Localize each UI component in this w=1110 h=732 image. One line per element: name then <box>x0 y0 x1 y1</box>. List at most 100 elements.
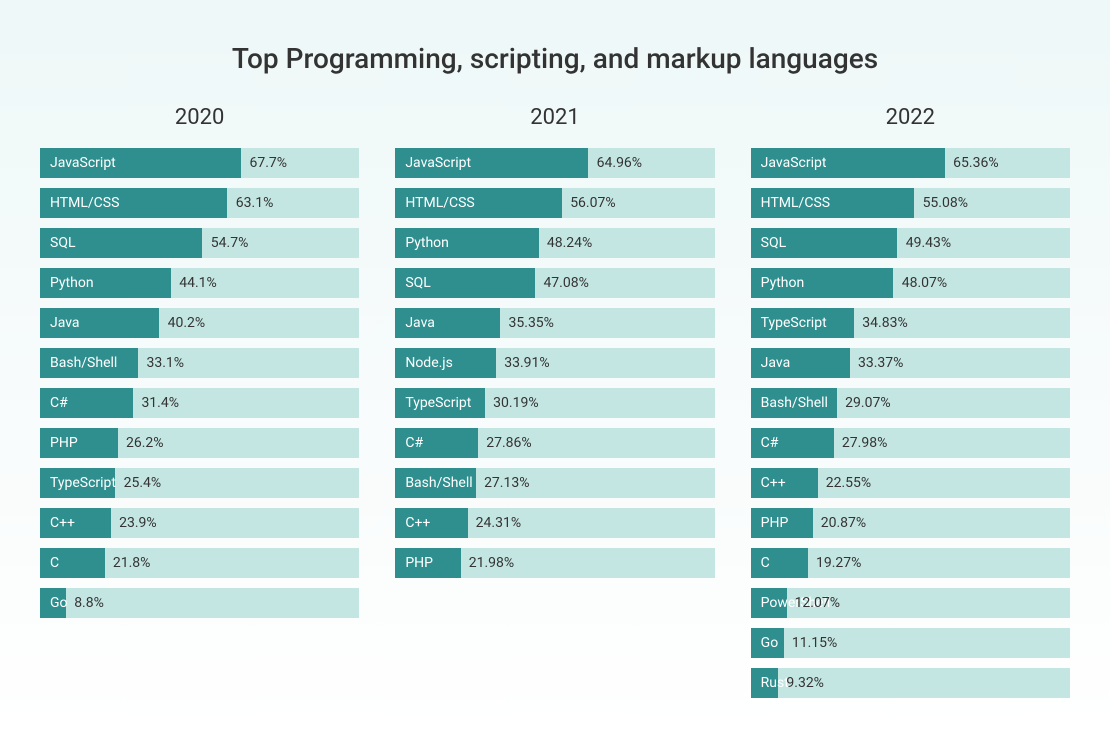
bar-row: Bash/Shell 29.07% <box>751 388 1070 418</box>
bar-label: C <box>761 555 770 571</box>
bar-label: Python <box>50 275 94 291</box>
bar-value: 31.4% <box>141 395 179 411</box>
bar-label: SQL <box>50 235 75 251</box>
bar-row: C 21.8% <box>40 548 359 578</box>
bar-row: TypeScript25.4% <box>40 468 359 498</box>
bar-row: TypeScript34.83% <box>751 308 1070 338</box>
bar-label: SQL <box>761 235 786 251</box>
bar-value: 33.91% <box>504 355 549 371</box>
bar-label: SQL <box>405 275 430 291</box>
year-column: 2021 JavaScript64.96% HTML/CSS 56.07% Python… <box>395 105 714 708</box>
bar-label: Bash/Shell <box>50 355 117 371</box>
bar-label: C# <box>50 395 68 411</box>
bar-label: HTML/CSS <box>761 195 830 211</box>
bar-value: 40.2% <box>168 315 206 331</box>
bar-value: 27.86% <box>486 435 531 451</box>
bar-row: PHP21.98% <box>395 548 714 578</box>
bar-value: 49.43% <box>906 235 951 251</box>
bar-value: 12.07% <box>795 595 840 611</box>
bar-label: PHP <box>50 435 78 451</box>
bar-row: C# 31.4% <box>40 388 359 418</box>
bar-row: Python48.07% <box>751 268 1070 298</box>
bar-label: C# <box>405 435 423 451</box>
bar-row: JavaScript64.96% <box>395 148 714 178</box>
bar-value: 21.98% <box>469 555 514 571</box>
bar-row: C# 27.98% <box>751 428 1070 458</box>
bar-label: HTML/CSS <box>405 195 474 211</box>
bar-value: 30.19% <box>493 395 538 411</box>
bar-label: Go <box>761 635 779 651</box>
bar-value: 8.8% <box>74 595 104 611</box>
year-heading: 2020 <box>40 105 359 130</box>
columns-container: 2020 JavaScript 67.7% HTML/CSS 63.1% SQL 54.7%… <box>0 105 1110 708</box>
bar-row: PHP 26.2% <box>40 428 359 458</box>
year-column: 2022JavaScript65.36%HTML/CSS55.08%SQL49.… <box>751 105 1070 708</box>
bar-row: HTML/CSS 63.1% <box>40 188 359 218</box>
bar-row: JavaScript 67.7% <box>40 148 359 178</box>
bar-row: JavaScript65.36% <box>751 148 1070 178</box>
bar-row: Python48.24% <box>395 228 714 258</box>
bar-label: Java <box>50 315 80 331</box>
bar-value: 22.55% <box>826 475 871 491</box>
bar-row: Node.js 33.91% <box>395 348 714 378</box>
bar-value: 44.1% <box>179 275 217 291</box>
bar-label: Python <box>761 275 805 291</box>
bar-value: 24.31% <box>476 515 521 531</box>
bar-value: 48.24% <box>547 235 592 251</box>
bar-label: Node.js <box>405 355 453 371</box>
chart-title: Top Programming, scripting, and markup l… <box>0 0 1110 105</box>
bar-label: C# <box>761 435 779 451</box>
bar-label: PHP <box>761 515 789 531</box>
bar-label: Bash/Shell <box>405 475 472 491</box>
bar-value: 21.8% <box>113 555 151 571</box>
bar-label: Bash/Shell <box>761 395 828 411</box>
bar-label: Java <box>405 315 435 331</box>
bar-label: TypeScript <box>761 315 827 331</box>
year-column: 2020 JavaScript 67.7% HTML/CSS 63.1% SQL 54.7%… <box>40 105 359 708</box>
bar-label: Go <box>50 595 68 611</box>
bar-value: 20.87% <box>821 515 866 531</box>
bar-row: Go 8.8% <box>40 588 359 618</box>
bar-value: 9.32% <box>786 675 824 691</box>
bar-value: 67.7% <box>249 155 287 171</box>
bar-row: C++ 24.31% <box>395 508 714 538</box>
bar-row: Bash/Shell 27.13% <box>395 468 714 498</box>
bar-label: C <box>50 555 59 571</box>
bar-value: 26.2% <box>126 435 164 451</box>
bar-row: Go11.15% <box>751 628 1070 658</box>
bar-row: C++ 22.55% <box>751 468 1070 498</box>
bar-row: Rust9.32% <box>751 668 1070 698</box>
bar-label: C++ <box>761 475 786 491</box>
bar-value: 56.07% <box>570 195 615 211</box>
bar-value: 25.4% <box>124 475 162 491</box>
bar-value: 33.37% <box>858 355 903 371</box>
bar-value: 63.1% <box>236 195 274 211</box>
bar-row: Java 40.2% <box>40 308 359 338</box>
bar-label: JavaScript <box>50 155 116 171</box>
bar-value: 27.13% <box>484 475 529 491</box>
bar-label: C++ <box>405 515 430 531</box>
bar-row: TypeScript30.19% <box>395 388 714 418</box>
bar-value: 23.9% <box>119 515 157 531</box>
bar-value: 33.1% <box>147 355 185 371</box>
bar-row: Bash/Shell 33.1% <box>40 348 359 378</box>
bar-value: 27.98% <box>842 435 887 451</box>
bar-label: C++ <box>50 515 75 531</box>
bar-row: Java 33.37% <box>751 348 1070 378</box>
bar-row: Java35.35% <box>395 308 714 338</box>
bar-label: JavaScript <box>761 155 827 171</box>
bar-value: 54.7% <box>211 235 249 251</box>
bar-row: C 19.27% <box>751 548 1070 578</box>
bar-row: SQL 49.43% <box>751 228 1070 258</box>
bar-label: Java <box>761 355 791 371</box>
bar-row: C++ 23.9% <box>40 508 359 538</box>
bar-row: C# 27.86% <box>395 428 714 458</box>
bar-value: 19.27% <box>816 555 861 571</box>
bar-value: 29.07% <box>845 395 890 411</box>
bar-row: PowerShell12.07% <box>751 588 1070 618</box>
bar-fill <box>751 548 808 578</box>
year-heading: 2021 <box>395 105 714 130</box>
bar-row: Python 44.1% <box>40 268 359 298</box>
bar-value: 55.08% <box>923 195 968 211</box>
bar-label: HTML/CSS <box>50 195 119 211</box>
